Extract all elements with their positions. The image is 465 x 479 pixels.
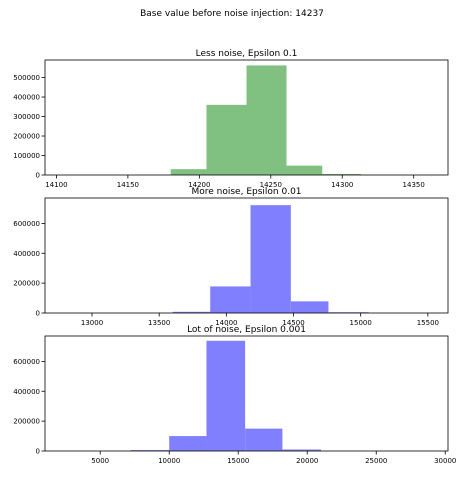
histogram-bar bbox=[172, 311, 211, 313]
panel-title: Less noise, Epsilon 0.1 bbox=[196, 49, 298, 59]
histogram-bar bbox=[206, 104, 247, 175]
figure-suptitle: Base value before noise injection: 14237 bbox=[140, 9, 324, 19]
x-tick-label: 15500 bbox=[417, 319, 439, 327]
axes-frame bbox=[44, 197, 449, 314]
x-tick-label: 14100 bbox=[45, 181, 67, 189]
histogram-bar bbox=[170, 169, 207, 175]
y-tick-label: 0 bbox=[36, 310, 40, 318]
histogram-bar bbox=[290, 301, 329, 313]
y-tick-label: 500000 bbox=[13, 74, 40, 82]
y-tick-label: 600000 bbox=[13, 220, 40, 228]
chart-panel-3: Lot of noise, Epsilon 0.001 5000 10000 1500… bbox=[13, 325, 456, 465]
histogram-bar bbox=[169, 436, 207, 451]
x-tick-label: 10000 bbox=[158, 457, 180, 465]
x-tick-label: 20000 bbox=[296, 457, 318, 465]
x-tick-label: 14500 bbox=[282, 319, 304, 327]
x-tick-label: 14350 bbox=[403, 181, 425, 189]
y-tick-label: 400000 bbox=[13, 250, 40, 258]
y-tick-label: 300000 bbox=[13, 113, 40, 121]
x-tick-label: 14300 bbox=[331, 181, 353, 189]
chart-panels: Less noise, Epsilon 0.1 14100 14150 14200 14… bbox=[13, 49, 456, 465]
x-tick-label: 25000 bbox=[365, 457, 387, 465]
histogram-bar bbox=[206, 340, 246, 451]
histogram-bar bbox=[322, 174, 361, 175]
x-tick-label: 14200 bbox=[188, 181, 210, 189]
y-tick-label: 200000 bbox=[13, 280, 40, 288]
panel-title: More noise, Epsilon 0.01 bbox=[191, 187, 301, 197]
x-tick-label: 15000 bbox=[227, 457, 249, 465]
histogram-bar bbox=[246, 65, 287, 175]
x-tick-label: 13500 bbox=[148, 319, 170, 327]
panel-title: Lot of noise, Epsilon 0.001 bbox=[187, 325, 306, 335]
y-tick-label: 0 bbox=[36, 448, 40, 456]
chart-panel-1: Less noise, Epsilon 0.1 14100 14150 14200 14… bbox=[13, 49, 449, 189]
y-tick-label: 200000 bbox=[13, 133, 40, 141]
histogram-bar bbox=[250, 205, 291, 313]
x-tick-label: 14150 bbox=[117, 181, 139, 189]
histogram-bar bbox=[210, 286, 251, 313]
x-tick-label: 14000 bbox=[215, 319, 237, 327]
histogram-bar bbox=[286, 165, 323, 175]
histogram-bar bbox=[282, 449, 322, 451]
chart-panel-2: More noise, Epsilon 0.01 13000 13500 14000 1… bbox=[13, 187, 449, 327]
y-tick-label: 0 bbox=[36, 172, 40, 180]
histogram-bar bbox=[245, 428, 283, 451]
y-tick-label: 600000 bbox=[13, 358, 40, 366]
y-tick-label: 400000 bbox=[13, 94, 40, 102]
y-tick-label: 200000 bbox=[13, 418, 40, 426]
x-tick-label: 14250 bbox=[260, 181, 282, 189]
y-tick-label: 100000 bbox=[13, 152, 40, 160]
x-tick-label: 13000 bbox=[81, 319, 103, 327]
histogram-bar bbox=[130, 450, 170, 451]
axes-frame bbox=[44, 59, 449, 176]
x-tick-label: 30000 bbox=[434, 457, 456, 465]
y-tick-label: 400000 bbox=[13, 388, 40, 396]
axes-frame bbox=[44, 335, 449, 452]
x-tick-label: 15000 bbox=[350, 319, 372, 327]
x-tick-label: 5000 bbox=[91, 457, 109, 465]
